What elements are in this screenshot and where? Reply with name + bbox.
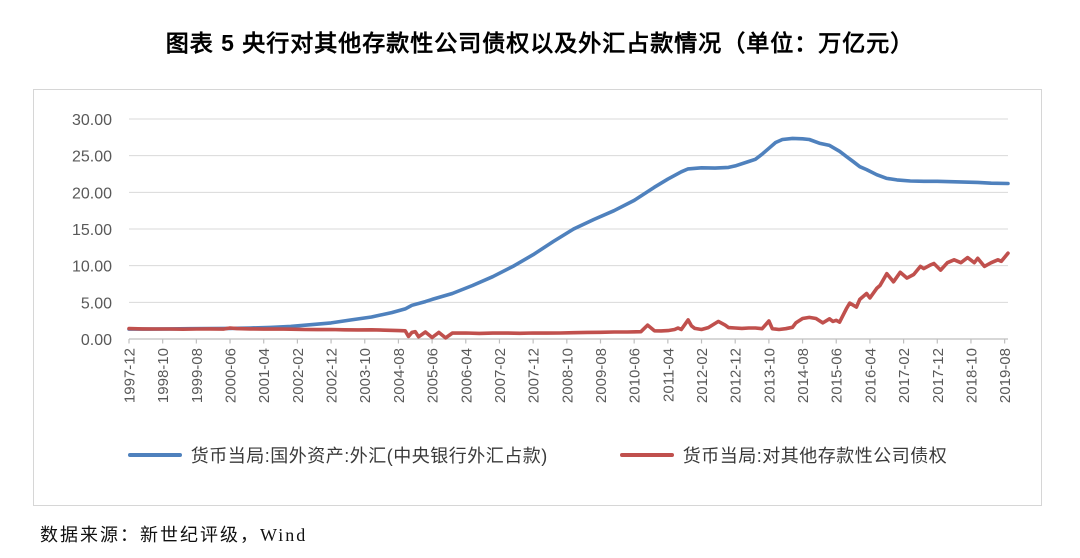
y-axis-tick-label: 0.00 [81, 332, 112, 349]
x-axis-tick-label: 2017-12 [930, 348, 947, 403]
x-axis-tick-label: 1997-12 [122, 348, 139, 403]
x-axis-tick-label: 2002-02 [290, 348, 307, 403]
x-axis-tick-label: 2000-06 [223, 348, 240, 403]
x-axis-tick-label: 2014-08 [795, 348, 812, 403]
red-line-swatch [619, 453, 674, 457]
x-axis-tick-label: 2017-02 [896, 348, 913, 403]
chart-area: 30.00 25.00 20.00 15.00 10.00 5.00 0.00 1997-12… [33, 89, 1042, 506]
x-axis-tick-label: 2007-02 [492, 348, 509, 403]
source-note: 数据来源：新世纪评级，Wind [40, 525, 308, 545]
legend-item-claims: 货币当局:对其他存款性公司债权 [619, 442, 948, 468]
x-axis-tick-label: 2008-10 [559, 348, 576, 403]
x-axis-tick-label: 2005-06 [425, 348, 442, 403]
x-axis-tick-label: 2018-10 [963, 348, 980, 403]
fx-holdings-line [127, 136, 1010, 331]
x-axis-tick-label: 2002-12 [324, 348, 341, 403]
x-axis-tick-label: 2012-12 [728, 348, 745, 403]
legend: 货币当局:国外资产:外汇(中央银行外汇占款) 货币当局:对其他存款性公司债权 [34, 442, 1041, 468]
legend-label-claims: 货币当局:对其他存款性公司债权 [682, 446, 948, 466]
x-axis-tick-label: 2001-04 [256, 348, 273, 403]
y-axis-tick-label: 30.00 [72, 112, 112, 129]
x-axis-tick-label: 2007-12 [526, 348, 543, 403]
x-axis-tick-label: 2012-02 [694, 348, 711, 403]
plot-canvas: 30.00 25.00 20.00 15.00 10.00 5.00 0.00 1997-12… [72, 112, 1014, 403]
y-axis-tick-label: 15.00 [72, 222, 112, 239]
x-axis-tick-label: 2011-04 [660, 348, 677, 402]
x-axis-tick-label: 2003-10 [357, 348, 374, 403]
blue-line-swatch [127, 453, 182, 457]
y-axis-tick-label: 10.00 [72, 259, 112, 276]
y-axis-tick-label: 20.00 [72, 185, 112, 202]
y-axis-tick-label: 25.00 [72, 149, 112, 166]
chart-title: 图表 5 央行对其他存款性公司债权以及外汇占款情况（单位：万亿元） [165, 30, 915, 56]
legend-item-fx-holdings: 货币当局:国外资产:外汇(中央银行外汇占款) [127, 442, 548, 468]
x-axis-tick-label: 2006-04 [458, 348, 475, 403]
x-axis-tick-label: 1999-08 [189, 348, 206, 403]
x-axis-tick-label: 2009-08 [593, 348, 610, 403]
claims-line [127, 251, 1010, 340]
x-axis-tick-label: 2015-06 [829, 348, 846, 403]
x-axis-tick-label: 2016-04 [862, 348, 879, 403]
x-axis-tick-label: 2019-08 [997, 348, 1014, 403]
legend-label-fx-holdings: 货币当局:国外资产:外汇(中央银行外汇占款) [190, 446, 548, 466]
x-axis-tick-label: 2004-08 [391, 348, 408, 403]
x-axis-tick-label: 2010-06 [627, 348, 644, 403]
y-axis-tick-label: 5.00 [81, 295, 112, 312]
x-axis-tick-label: 2013-10 [761, 348, 778, 403]
x-axis-tick-label: 1998-10 [155, 348, 172, 403]
